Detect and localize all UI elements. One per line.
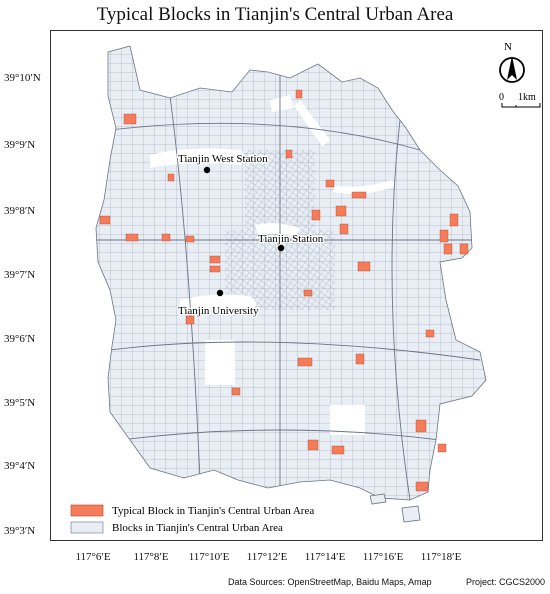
longitude-label: 117°12′E — [246, 551, 288, 563]
typical-block — [209, 265, 221, 273]
typical-block — [425, 329, 435, 338]
typical-block — [303, 289, 313, 297]
latitude-label: 39°3′N — [4, 525, 36, 537]
legend-label-blocks: Blocks in Tianjin's Central Urban Area — [112, 522, 283, 534]
legend-label-typical: Typical Block in Tianjin's Central Urban… — [112, 505, 314, 517]
north-arrow-label: N — [504, 41, 512, 53]
typical-block — [285, 149, 293, 159]
scale-bar-start: 0 — [499, 92, 504, 103]
data-sources: Data Sources: OpenStreetMap, Baidu Maps,… — [228, 577, 432, 587]
longitude-label: 117°16′E — [362, 551, 404, 563]
latitude-label: 39°5′N — [4, 397, 36, 409]
longitude-label: 117°6′E — [75, 551, 111, 563]
place-label-tianjin-university: Tianjin University — [178, 305, 259, 317]
typical-block — [325, 179, 335, 188]
place-marker-tianjin-university — [216, 289, 224, 297]
typical-block — [185, 315, 195, 325]
place-label-tianjin-station: Tianjin Station — [258, 233, 324, 245]
typical-block — [449, 213, 459, 227]
longitude-label: 117°18′E — [420, 551, 462, 563]
place-label-west-station: Tianjin West Station — [178, 153, 268, 165]
latitude-label: 39°4′N — [4, 460, 36, 472]
longitude-label: 117°8′E — [133, 551, 169, 563]
latitude-label: 39°8′N — [4, 205, 36, 217]
typical-block — [307, 439, 319, 451]
longitude-label: 117°14′E — [304, 551, 346, 563]
north-arrow: N — [499, 41, 525, 83]
longitude-label: 117°10′E — [188, 551, 230, 563]
typical-block — [355, 353, 365, 365]
typical-block — [99, 215, 111, 225]
typical-block — [415, 419, 427, 433]
legend: Typical Block in Tianjin's Central Urban… — [70, 504, 314, 534]
typical-block — [437, 443, 447, 453]
urban-blocks — [95, 45, 487, 501]
scale-bar: 0 1km — [499, 92, 541, 108]
legend-swatch-blocks — [70, 521, 104, 534]
typical-block — [161, 233, 171, 242]
typical-block — [459, 243, 469, 255]
place-marker-west-station — [203, 166, 211, 174]
typical-block — [339, 223, 349, 235]
outlying-block — [369, 493, 387, 505]
typical-block — [297, 357, 313, 367]
map-title: Typical Blocks in Tianjin's Central Urba… — [96, 4, 454, 25]
typical-block — [351, 191, 367, 199]
scale-bar-end: 1km — [518, 92, 536, 103]
latitude-label: 39°7′N — [4, 269, 36, 281]
legend-swatch-typical — [70, 504, 104, 517]
typical-block — [209, 255, 221, 264]
latitude-label: 39°6′N — [4, 333, 36, 345]
typical-block — [295, 89, 303, 99]
typical-block — [357, 261, 371, 272]
typical-block — [185, 235, 195, 243]
north-arrow-icon — [507, 56, 517, 80]
typical-block — [335, 205, 347, 217]
outlying-block — [401, 505, 421, 523]
place-marker-tianjin-station — [277, 244, 285, 252]
typical-block — [231, 387, 241, 396]
typical-block — [125, 233, 139, 242]
latitude-label: 39°10′N — [4, 72, 41, 84]
typical-block — [311, 209, 321, 221]
typical-block — [123, 113, 137, 125]
typical-block — [415, 481, 429, 492]
typical-block — [443, 243, 453, 255]
typical-block — [167, 173, 175, 182]
typical-block — [439, 229, 449, 243]
projection-note: Project: CGCS2000 — [466, 577, 546, 587]
latitude-label: 39°9′N — [4, 139, 36, 151]
typical-block — [331, 445, 345, 455]
